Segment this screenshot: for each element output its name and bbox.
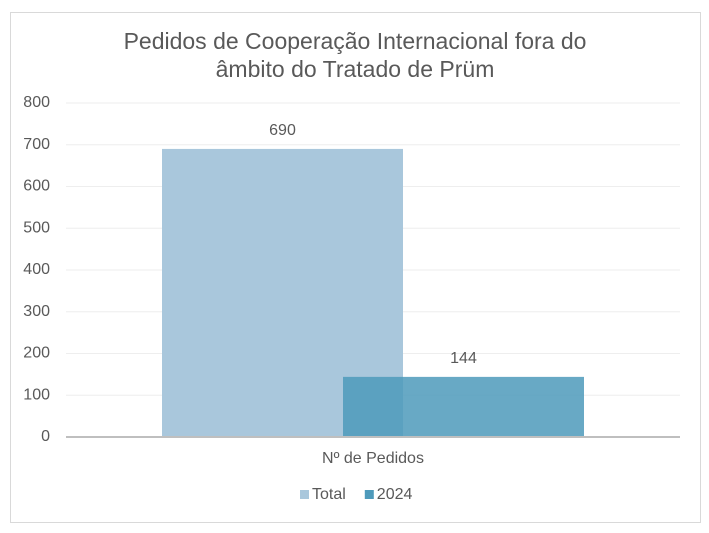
legend-label: 2024 xyxy=(377,486,413,503)
value-label: 690 xyxy=(269,122,296,139)
legend-swatch xyxy=(300,490,309,499)
x-tick-label: Nº de Pedidos xyxy=(322,450,424,467)
bar xyxy=(343,376,584,437)
legend-label: Total xyxy=(312,486,346,503)
y-tick-label: 800 xyxy=(23,94,50,111)
legend-swatch xyxy=(364,490,374,499)
y-tick-label: 700 xyxy=(23,136,50,153)
y-tick-label: 200 xyxy=(23,345,50,362)
y-tick-label: 400 xyxy=(23,261,50,278)
y-tick-label: 600 xyxy=(23,178,50,195)
value-label: 144 xyxy=(450,350,477,367)
y-tick-label: 300 xyxy=(23,303,50,320)
chart-title: Pedidos de Cooperação Internacional fora… xyxy=(123,28,587,82)
y-tick-label: 100 xyxy=(23,386,50,403)
y-tick-label: 0 xyxy=(41,428,50,445)
y-tick-label: 500 xyxy=(23,219,50,236)
